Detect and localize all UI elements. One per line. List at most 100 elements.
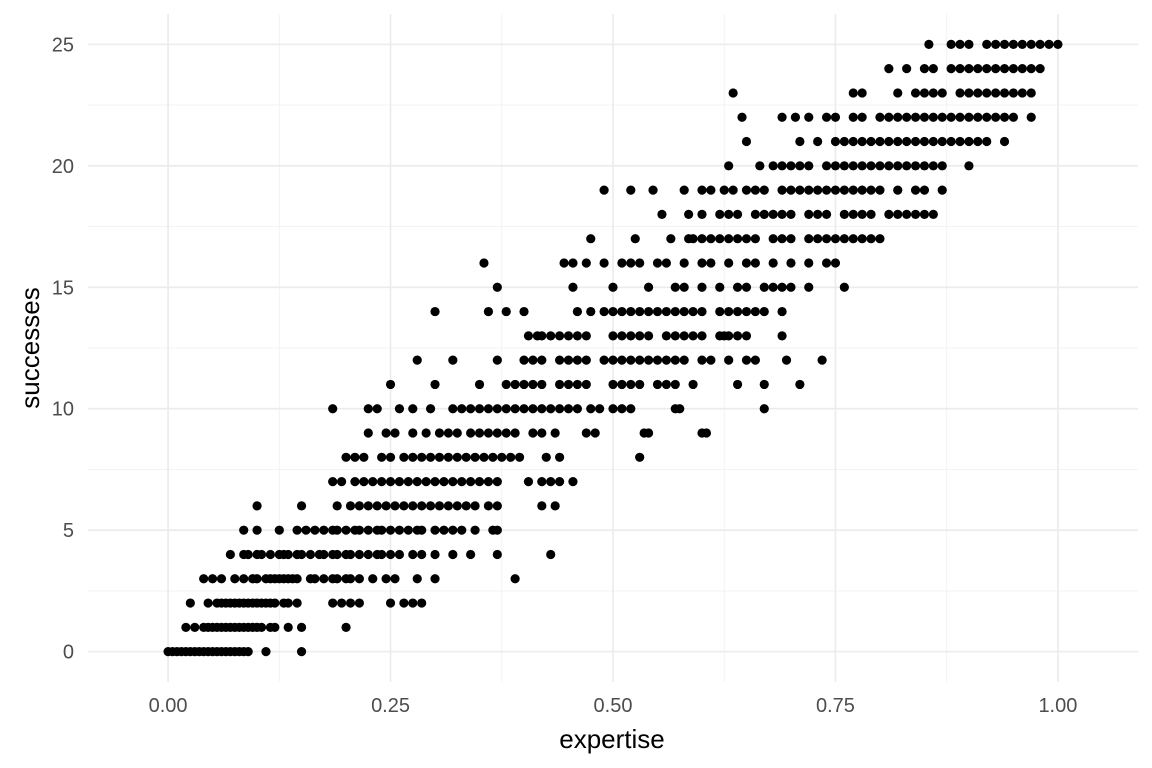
data-point [884,209,894,219]
data-point [1017,88,1027,98]
data-point [292,574,302,584]
data-point [839,185,849,195]
data-point [955,88,965,98]
data-point [928,161,938,171]
data-point [821,161,832,171]
data-point [541,452,551,462]
data-point [372,501,382,511]
data-point [661,331,671,341]
data-point [399,598,409,608]
data-point [928,64,938,74]
data-point [252,501,262,511]
data-point [483,306,494,317]
data-point [786,258,796,268]
data-point [572,379,583,390]
data-point [430,379,440,390]
data-point [750,306,760,317]
data-point [688,306,698,317]
data-point [363,501,373,511]
data-point [928,88,938,98]
data-point [599,258,609,268]
data-point [345,574,356,584]
data-point [207,574,218,584]
data-point [563,404,574,414]
data-point [750,185,760,195]
data-point [626,355,636,365]
data-point [528,355,538,365]
data-point [928,112,938,122]
data-point [568,258,578,268]
data-point [252,574,262,584]
x-tick-label: 1.00 [1038,695,1077,717]
data-point [466,428,476,438]
data-point [973,88,983,98]
data-point [332,574,342,584]
data-point [919,161,930,171]
data-point [741,282,752,292]
data-point [381,574,391,584]
data-point [902,136,912,147]
data-point [1017,64,1027,74]
data-point [648,185,658,195]
data-point [759,209,769,219]
data-point [675,404,685,414]
data-point [937,112,947,122]
data-point [697,185,707,195]
data-point [697,306,707,317]
data-point [368,477,378,487]
data-point [652,258,663,268]
data-point [519,379,529,390]
data-point [377,549,387,560]
data-point [724,331,734,341]
data-point [408,404,418,414]
data-point [337,477,347,487]
data-point [1044,39,1054,49]
data-point [848,136,858,147]
data-point [337,598,347,608]
data-point [964,64,974,74]
data-point [910,161,921,171]
data-point [626,331,636,341]
data-point [741,234,752,244]
data-point [661,258,671,268]
data-point [813,185,823,195]
data-point [626,258,636,268]
data-point [608,404,618,414]
data-point [292,598,302,608]
data-point [354,549,364,560]
data-point [341,622,351,632]
data-point [759,282,769,292]
data-point [328,598,338,608]
data-point [537,331,547,341]
data-point [519,404,529,414]
data-point [408,501,418,511]
data-point [546,331,556,341]
data-point [857,136,867,147]
data-point [946,64,956,74]
data-point [795,379,805,390]
data-point [385,379,396,390]
data-point [394,549,405,560]
data-point [394,525,405,535]
data-point [804,234,814,244]
data-point [741,185,752,195]
data-point [777,209,787,219]
data-point [617,331,627,341]
data-point [501,306,511,317]
data-point [345,549,356,560]
data-point [991,64,1001,74]
data-point [715,306,725,317]
data-point [982,39,992,49]
data-point [439,525,449,535]
data-point [581,428,591,438]
data-point [821,209,832,219]
data-point [643,306,654,317]
data-point [919,88,930,98]
data-point [804,185,814,195]
data-point [595,404,605,414]
data-point [243,549,253,560]
data-point [310,574,320,584]
data-point [256,549,267,560]
data-point [839,282,849,292]
